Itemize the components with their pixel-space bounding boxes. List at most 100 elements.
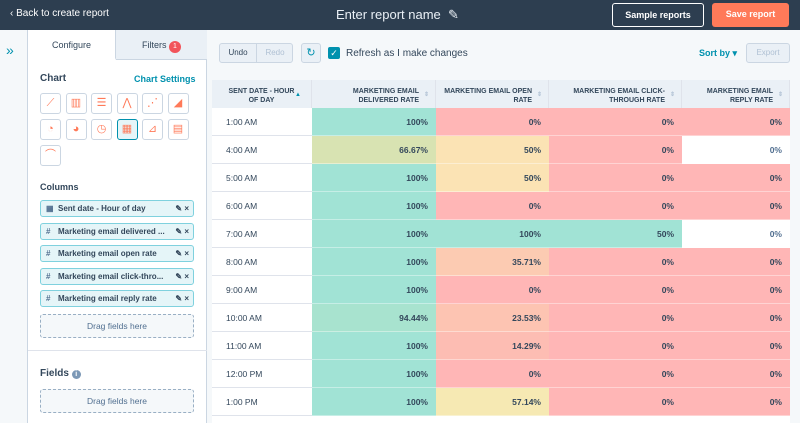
table-cell: 0% xyxy=(682,220,790,248)
column-pill[interactable]: ▦ Sent date - Hour of day ✎ × xyxy=(40,200,194,217)
pill-actions[interactable]: ✎ × xyxy=(175,249,189,259)
column-header[interactable]: MARKETING EMAIL REPLY RATE ⇕ xyxy=(682,80,790,108)
table-cell: 50% xyxy=(436,136,549,164)
sort-arrow[interactable]: ⇕ xyxy=(777,92,783,98)
table-cell: 0% xyxy=(549,192,682,220)
table-cell: 100% xyxy=(312,220,436,248)
divider xyxy=(28,350,207,351)
field-icon: # xyxy=(46,226,51,236)
sort-arrow[interactable]: ⇕ xyxy=(423,92,429,98)
row-label: 6:00 AM xyxy=(212,192,312,220)
table-cell: 23.53% xyxy=(436,304,549,332)
row-label: 4:00 AM xyxy=(212,136,312,164)
save-button[interactable]: Save report xyxy=(712,3,789,27)
undo-button[interactable]: Undo xyxy=(220,44,257,62)
pill-label: Sent date - Hour of day xyxy=(58,204,146,213)
drop-zone[interactable]: Drag fields here xyxy=(40,314,194,338)
report-table: SENT DATE - HOUR OF DAY ▲ MARKETING EMAIL … xyxy=(212,80,790,423)
table-cell: 0% xyxy=(682,248,790,276)
tab[interactable]: Filters 1 xyxy=(116,30,207,60)
column-pill[interactable]: # Marketing email reply rate ✎ × xyxy=(40,290,194,308)
chart-type-button[interactable]: ⋀ xyxy=(116,93,138,114)
chart-type-button[interactable]: ⊿ xyxy=(142,119,163,140)
table-cell: 0% xyxy=(682,192,790,220)
pill-label: Marketing email open rate xyxy=(58,249,157,259)
refresh-button[interactable]: ↻ xyxy=(301,43,321,63)
column-header[interactable]: SENT DATE - HOUR OF DAY ▲ xyxy=(212,80,312,108)
table-cell: 0% xyxy=(436,192,549,220)
table-cell: 0% xyxy=(436,360,549,388)
refresh-checkbox[interactable]: ✓ xyxy=(328,47,340,59)
table-cell: 0% xyxy=(549,360,682,388)
pill-actions[interactable]: ✎ × xyxy=(175,271,189,281)
column-header[interactable]: MARKETING EMAIL OPEN RATE ⇕ xyxy=(436,80,549,108)
chart-type-button[interactable]: ◔ xyxy=(40,119,61,140)
table-cell: 100% xyxy=(312,108,436,136)
table-cell: 100% xyxy=(312,192,436,220)
sort-by[interactable]: Sort by ▾ xyxy=(699,48,738,58)
pill-label: Marketing email reply rate xyxy=(58,294,157,304)
export-button[interactable]: Export xyxy=(746,43,790,63)
pill-actions[interactable]: ✎ × xyxy=(175,204,189,213)
column-header[interactable]: MARKETING EMAIL CLICK-THROUGH RATE ⇕ xyxy=(549,80,682,108)
chart-heading: Chart xyxy=(40,73,67,84)
table-cell: 0% xyxy=(549,332,682,360)
table-cell: 100% xyxy=(436,220,549,248)
top-bar: ‹ Back to create report Enter report nam… xyxy=(0,0,800,30)
sort-arrow[interactable]: ⇕ xyxy=(669,92,675,98)
field-icon: # xyxy=(46,294,51,304)
table-cell: 0% xyxy=(682,108,790,136)
table-cell: 0% xyxy=(682,388,790,416)
back-link[interactable]: ‹ Back to create report xyxy=(10,8,109,19)
chart-type-button[interactable]: ◷ xyxy=(91,119,112,140)
row-label: 1:00 PM xyxy=(212,388,312,416)
back-text[interactable]: Back to create report xyxy=(16,8,109,19)
sort-by-text[interactable]: Sort by xyxy=(699,48,731,58)
table-cell: 57.14% xyxy=(436,388,549,416)
tab-text[interactable]: Filters xyxy=(141,40,167,50)
chart-type-button[interactable]: ◕ xyxy=(65,119,87,140)
sort-arrow[interactable]: ⇕ xyxy=(536,92,542,98)
table-cell: 0% xyxy=(549,136,682,164)
report-name[interactable]: Enter report name ✎ xyxy=(336,7,459,22)
chart-type-button[interactable]: ⋰ xyxy=(142,93,163,114)
refresh-label[interactable]: Refresh as I make changes xyxy=(346,48,468,59)
table-cell: 0% xyxy=(549,164,682,192)
expand-icon[interactable]: » xyxy=(6,42,14,58)
chart-type-button[interactable]: ◢ xyxy=(167,93,189,114)
columns-heading: Columns xyxy=(40,182,79,192)
table-cell: 35.71% xyxy=(436,248,549,276)
column-pill[interactable]: # Marketing email click-thro... ✎ × xyxy=(40,267,194,285)
row-label: 8:00 AM xyxy=(212,248,312,276)
chart-type-button[interactable]: ⟋ xyxy=(40,93,61,114)
table-cell: 100% xyxy=(312,388,436,416)
pill-label: Marketing email delivered ... xyxy=(58,226,165,236)
table-cell: 14.29% xyxy=(436,332,549,360)
fields-drop-zone[interactable]: Drag fields here xyxy=(40,389,194,413)
sample-button[interactable]: Sample reports xyxy=(612,3,704,27)
chart-type-button[interactable]: ☰ xyxy=(91,93,112,114)
chart-type-button[interactable]: ⌒ xyxy=(40,145,61,166)
chart-settings-link[interactable]: Chart Settings xyxy=(134,74,196,84)
sort-arrow[interactable]: ▲ xyxy=(295,92,301,98)
table-cell: 0% xyxy=(436,276,549,304)
chart-type-button[interactable]: ▤ xyxy=(167,119,189,140)
pill-actions[interactable]: ✎ × xyxy=(175,226,189,236)
table-cell: 0% xyxy=(436,108,549,136)
row-label: 7:00 AM xyxy=(212,220,312,248)
pill-actions[interactable]: ✎ × xyxy=(175,294,189,304)
column-pill[interactable]: # Marketing email delivered ... ✎ × xyxy=(40,222,194,240)
field-icon: # xyxy=(46,249,51,259)
fields-heading-text: Fields xyxy=(40,368,69,379)
redo-button[interactable]: Redo xyxy=(265,48,285,57)
tab[interactable]: Configure xyxy=(28,30,116,60)
column-header[interactable]: MARKETING EMAIL DELIVERED RATE ⇕ xyxy=(312,80,436,108)
row-label: 12:00 PM xyxy=(212,360,312,388)
table-cell: 0% xyxy=(549,388,682,416)
chart-type-button[interactable]: ▥ xyxy=(65,93,87,114)
column-pill[interactable]: # Marketing email open rate ✎ × xyxy=(40,245,194,263)
table-cell: 100% xyxy=(312,276,436,304)
chart-type-button[interactable]: ▦ xyxy=(116,119,138,140)
report-name-text[interactable]: Enter report name xyxy=(336,7,441,22)
